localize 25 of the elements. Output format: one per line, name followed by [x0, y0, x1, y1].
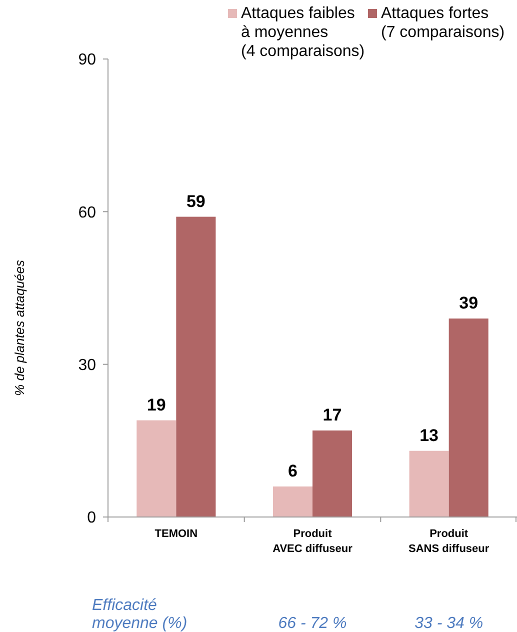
data-label: 17 [322, 405, 342, 424]
data-label: 13 [420, 426, 439, 445]
bar [272, 486, 312, 517]
y-tick-label: 90 [78, 52, 96, 69]
bar [409, 450, 449, 517]
y-tick-label: 60 [78, 204, 96, 222]
text: 66 - 72 % [278, 615, 347, 632]
x-tick-label: TEMOIN [154, 528, 198, 540]
y-tick-label: 0 [87, 510, 96, 527]
bar [448, 318, 488, 517]
y-axis-title: % de plantes attaquées [12, 260, 27, 396]
text: 33 - 34 % [414, 615, 484, 632]
legend-label: Attaques fortes (7 comparaisons) [381, 5, 505, 41]
data-label: 59 [186, 192, 206, 211]
data-label: 39 [459, 294, 478, 313]
bar [312, 430, 352, 517]
bar [136, 420, 176, 517]
y-tick-label: 30 [78, 356, 96, 374]
legend-label: Attaques faibles à moyennes (4 comparaisons) [241, 5, 365, 60]
data-label: 6 [288, 461, 298, 480]
data-label: 19 [146, 395, 166, 414]
x-tick-label: Produit SANS diffuseur [408, 528, 490, 555]
bar [176, 216, 216, 517]
text: Efficacité moyenne (%) [92, 597, 188, 632]
x-tick-label: Produit AVEC diffuseur [272, 528, 354, 555]
